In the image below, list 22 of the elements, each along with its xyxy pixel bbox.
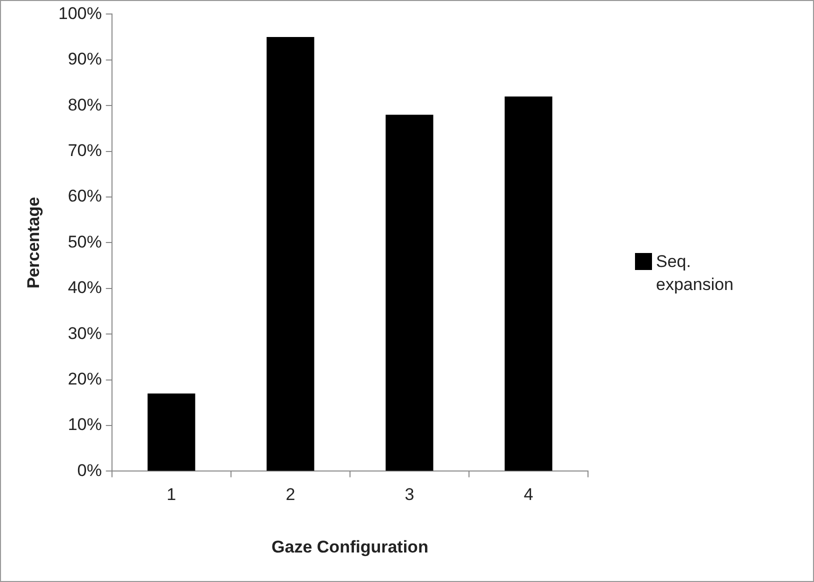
bar: [504, 96, 552, 471]
y-tick-label: 0%: [77, 460, 102, 480]
y-tick-label: 70%: [68, 140, 102, 160]
y-tick-label: 80%: [68, 95, 102, 114]
y-tick-label: 20%: [68, 369, 102, 388]
bar: [266, 37, 314, 471]
y-tick-label: 100%: [58, 4, 102, 23]
x-tick-label: 2: [286, 485, 296, 504]
y-tick-label: 10%: [68, 415, 102, 434]
y-tick-label: 40%: [68, 278, 102, 298]
x-tick-label: 3: [404, 485, 414, 504]
bar: [386, 114, 434, 471]
x-axis-title: Gaze Configuration: [272, 537, 428, 556]
legend-label: Seq. expansion: [656, 251, 735, 296]
y-tick-label: 50%: [68, 232, 102, 252]
bar: [148, 394, 196, 471]
y-tick-label: 60%: [68, 186, 102, 206]
y-tick-label: 90%: [68, 50, 102, 69]
y-axis-title: Percentage: [24, 196, 43, 289]
y-tick-label: 30%: [68, 324, 102, 343]
x-tick-label: 4: [524, 485, 534, 504]
x-tick-label: 1: [166, 485, 176, 504]
